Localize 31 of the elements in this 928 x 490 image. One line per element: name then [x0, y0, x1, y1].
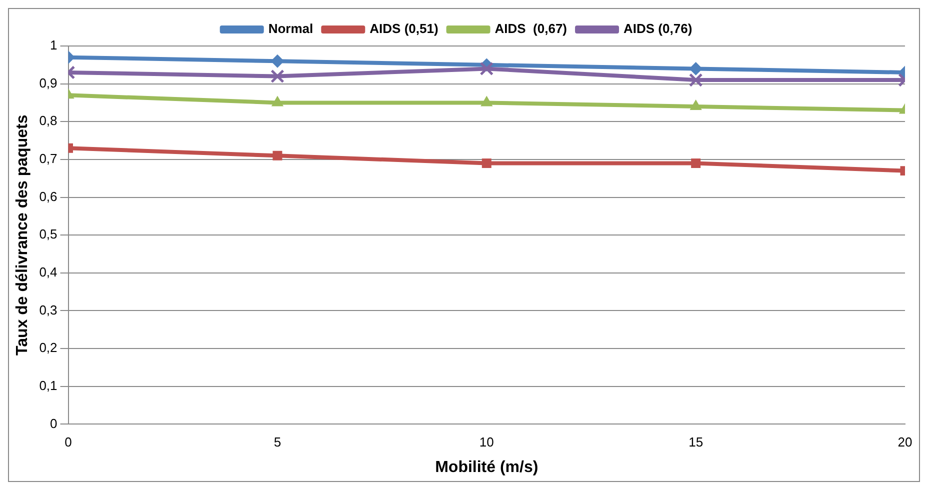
y-tick-label: 0 [50, 416, 58, 431]
point [482, 158, 492, 168]
point [480, 96, 492, 106]
x-tick-label: 20 [898, 434, 912, 450]
point [480, 62, 494, 76]
y-tick-label: 0,3 [39, 302, 58, 318]
x-tick-label: 0 [64, 434, 72, 450]
legend-label: AIDS (0,51) [370, 21, 438, 36]
y-tick-label: 0,6 [39, 188, 58, 204]
y-tick-label: 0,8 [39, 113, 58, 128]
y-tick-label: 0,7 [39, 151, 58, 166]
point [272, 96, 284, 106]
y-tick-label: 0,9 [39, 75, 58, 90]
point [270, 54, 284, 68]
point [272, 150, 282, 160]
point [689, 62, 702, 76]
y-tick-label: 0,4 [39, 264, 58, 280]
x-tick-label: 10 [479, 434, 494, 450]
legend-label: AIDS (0,67) [494, 21, 568, 36]
point [270, 69, 284, 84]
point [688, 73, 703, 87]
legend-label: Normal [268, 21, 314, 36]
y-axis-title: Taux de délivrance des paquets [14, 114, 32, 356]
legend-label: AIDS (0,76) [624, 21, 692, 36]
y-tick-label: 0,5 [39, 226, 58, 242]
x-axis-title: Mobilité (m/s) [435, 458, 538, 476]
y-tick-label: 0,2 [39, 340, 58, 356]
x-tick-label: 15 [688, 434, 704, 450]
y-tick-label: 1 [50, 38, 58, 53]
x-tick-label: 5 [274, 434, 282, 450]
y-tick-label: 0,1 [39, 378, 58, 393]
